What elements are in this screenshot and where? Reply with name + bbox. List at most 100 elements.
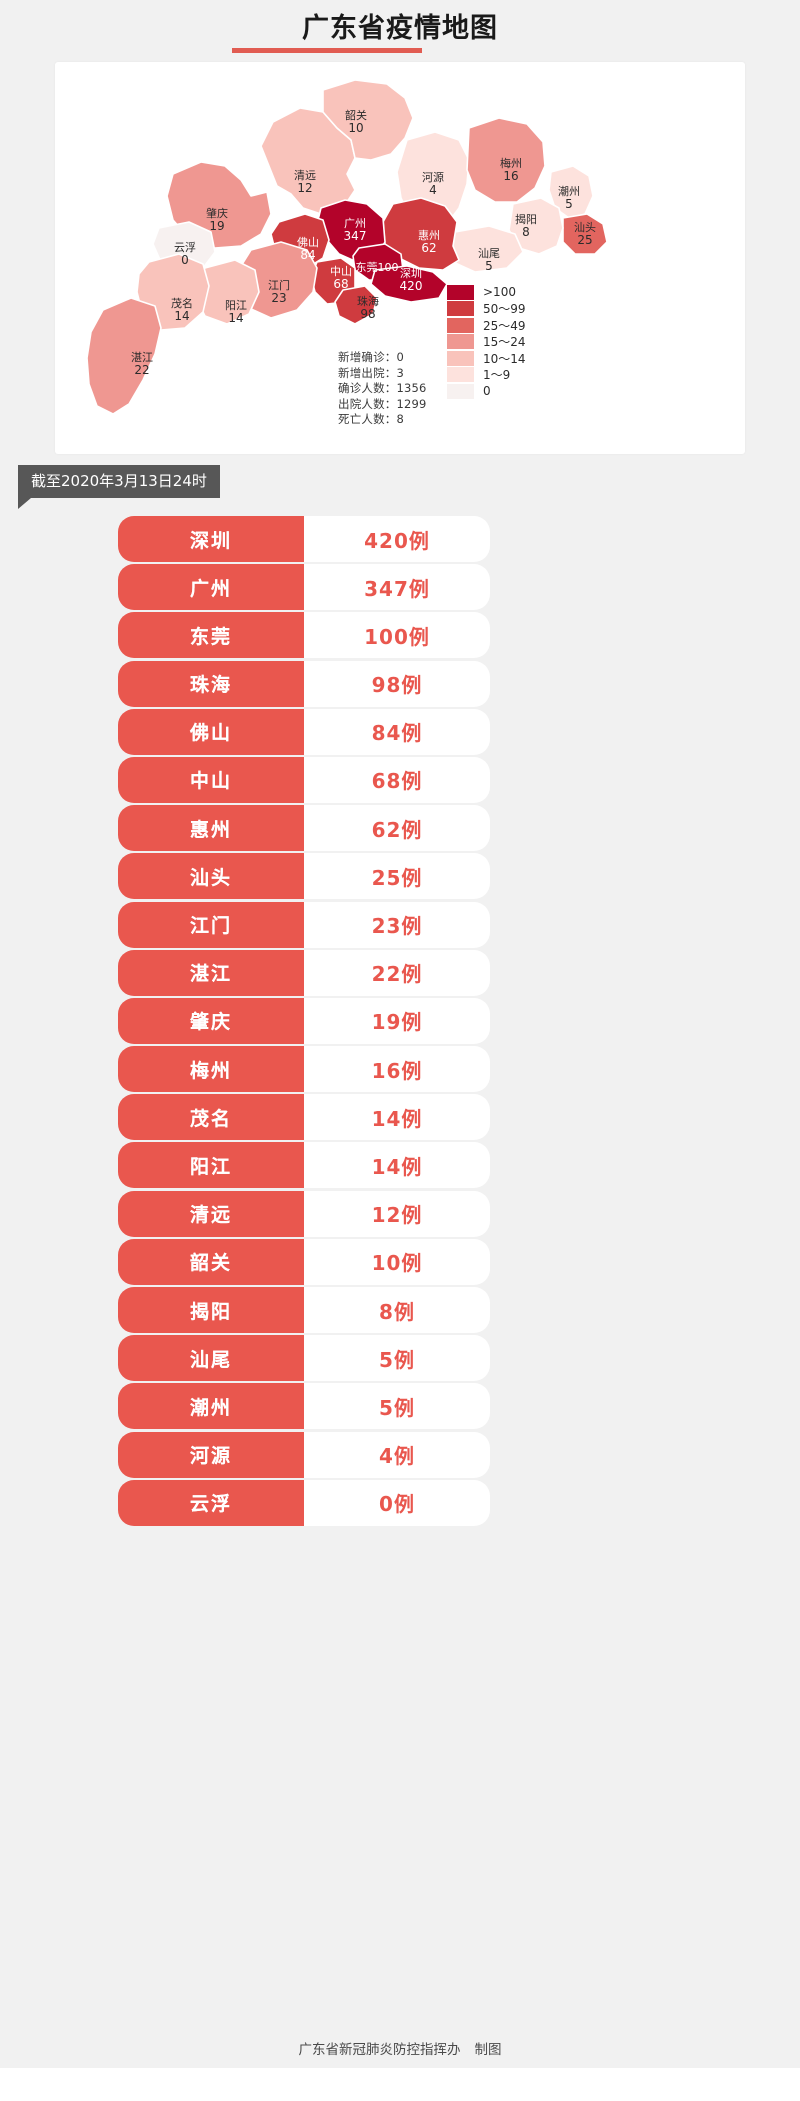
legend-swatch-4: [447, 350, 474, 366]
row-city: 江门: [118, 901, 304, 948]
row-count: 10例: [304, 1238, 490, 1285]
table-row[interactable]: 云浮 0例: [118, 1479, 490, 1526]
row-count: 5例: [304, 1383, 490, 1430]
row-city: 深圳: [118, 516, 304, 562]
row-count: 100例: [304, 612, 490, 659]
date-banner: 截至2020年3月13日24时: [18, 465, 220, 498]
row-city: 河源: [118, 1431, 304, 1478]
legend-label-5: 1～9: [483, 368, 511, 383]
table-row[interactable]: 广州 347例: [118, 564, 490, 611]
row-city: 汕头: [118, 853, 304, 900]
legend-label-3: 15～24: [483, 335, 526, 350]
row-city: 东莞: [118, 612, 304, 659]
legend-item-6: 0: [447, 383, 526, 400]
table-row[interactable]: 东莞 100例: [118, 612, 490, 659]
table-row[interactable]: 茂名 14例: [118, 1094, 490, 1141]
stat-discharged: 出院人数：1299: [338, 396, 427, 411]
bottom-strip: [0, 2068, 800, 2101]
row-city: 云浮: [118, 1479, 304, 1526]
row-city: 珠海: [118, 660, 304, 707]
row-count: 23例: [304, 901, 490, 948]
legend-swatch-1: [447, 301, 474, 317]
legend-swatch-5: [447, 367, 474, 383]
table-row[interactable]: 揭阳 8例: [118, 1287, 490, 1333]
row-city: 阳江: [118, 1142, 304, 1189]
table-row[interactable]: 清远 12例: [118, 1190, 490, 1237]
table-row[interactable]: 肇庆 19例: [118, 997, 490, 1044]
row-count: 68例: [304, 756, 490, 803]
row-count: 62例: [304, 805, 490, 852]
footer: 广东省新冠肺炎防控指挥办 制图: [0, 2038, 800, 2058]
stat-new-confirmed: 新增确诊：0: [338, 350, 405, 364]
guangdong-map-svg: [86, 79, 608, 415]
region-shantou: [562, 213, 608, 255]
row-city: 惠州: [118, 805, 304, 852]
row-city: 揭阳: [118, 1287, 304, 1333]
legend-label-0: >100: [483, 285, 516, 300]
table-row[interactable]: 江门 23例: [118, 901, 490, 948]
page-title-wrap: 广东省疫情地图: [0, 12, 800, 46]
region-shaoguan: [322, 79, 414, 161]
row-city: 梅州: [118, 1046, 304, 1093]
row-count: 8例: [304, 1287, 490, 1333]
row-city: 中山: [118, 756, 304, 803]
row-count: 25例: [304, 853, 490, 900]
legend-label-2: 25～49: [483, 318, 526, 333]
city-ranking-list: 深圳 420例 广州 347例 东莞 100例 珠海 98例 佛山 84例 中山 68例 惠…: [118, 516, 490, 1528]
table-row[interactable]: 惠州 62例: [118, 805, 490, 852]
legend-item-5: 1～9: [447, 367, 526, 384]
region-meizhou: [466, 117, 546, 203]
row-count: 22例: [304, 949, 490, 996]
date-banner-tail: [18, 498, 31, 509]
region-zhanjiang: [86, 297, 162, 415]
row-city: 清远: [118, 1190, 304, 1237]
legend-item-1: 50～99: [447, 301, 526, 318]
table-row[interactable]: 佛山 84例: [118, 708, 490, 755]
footer-credit: 制图: [474, 2042, 502, 2058]
footer-source: 广东省新冠肺炎防控指挥办: [298, 2042, 461, 2058]
table-row[interactable]: 梅州 16例: [118, 1046, 490, 1093]
legend-item-0: >100: [447, 284, 526, 301]
row-city: 佛山: [118, 708, 304, 755]
table-row[interactable]: 深圳 420例: [118, 516, 490, 562]
map-legend: >100 50～99 25～49 15～24 10～14: [447, 284, 526, 400]
legend-swatch-2: [447, 317, 474, 333]
page-title: 广东省疫情地图: [302, 13, 498, 44]
table-row[interactable]: 韶关 10例: [118, 1238, 490, 1285]
row-count: 84例: [304, 708, 490, 755]
row-count: 347例: [304, 564, 490, 611]
table-row[interactable]: 河源 4例: [118, 1431, 490, 1478]
table-row[interactable]: 汕尾 5例: [118, 1335, 490, 1382]
row-count: 14例: [304, 1142, 490, 1189]
legend-label-1: 50～99: [483, 302, 526, 317]
row-city: 潮州: [118, 1383, 304, 1430]
stats-block: 新增确诊：0 新增出院：3 确诊人数：1356 出院人数：1299 死亡人数：8: [338, 350, 427, 428]
legend-swatch-0: [447, 284, 474, 300]
region-zhuhai: [334, 285, 378, 325]
row-count: 4例: [304, 1431, 490, 1478]
row-count: 0例: [304, 1479, 490, 1526]
legend-swatch-3: [447, 334, 474, 350]
stat-deaths: 死亡人数：8: [338, 412, 405, 426]
legend-label-4: 10～14: [483, 351, 526, 366]
row-city: 韶关: [118, 1238, 304, 1285]
stat-confirmed: 确诊人数：1356: [338, 381, 427, 395]
row-count: 19例: [304, 997, 490, 1044]
table-row[interactable]: 中山 68例: [118, 756, 490, 803]
region-shanwei: [446, 225, 524, 273]
table-row[interactable]: 珠海 98例: [118, 660, 490, 707]
row-city: 肇庆: [118, 997, 304, 1044]
row-count: 420例: [304, 516, 490, 562]
region-shenzhen: [370, 265, 448, 303]
table-row[interactable]: 汕头 25例: [118, 853, 490, 900]
row-count: 16例: [304, 1046, 490, 1093]
table-row[interactable]: 潮州 5例: [118, 1383, 490, 1430]
map-card: 韶关 10 清远 12 河源 4 梅州 16 潮州 5 揭阳 8 汕头 25 肇庆 19 云浮 0…: [55, 62, 745, 454]
title-underline: [232, 48, 422, 53]
table-row[interactable]: 湛江 22例: [118, 949, 490, 996]
row-city: 茂名: [118, 1094, 304, 1141]
legend-item-2: 25～49: [447, 317, 526, 334]
table-row[interactable]: 阳江 14例: [118, 1142, 490, 1189]
row-city: 湛江: [118, 949, 304, 996]
legend-label-6: 0: [483, 384, 491, 399]
